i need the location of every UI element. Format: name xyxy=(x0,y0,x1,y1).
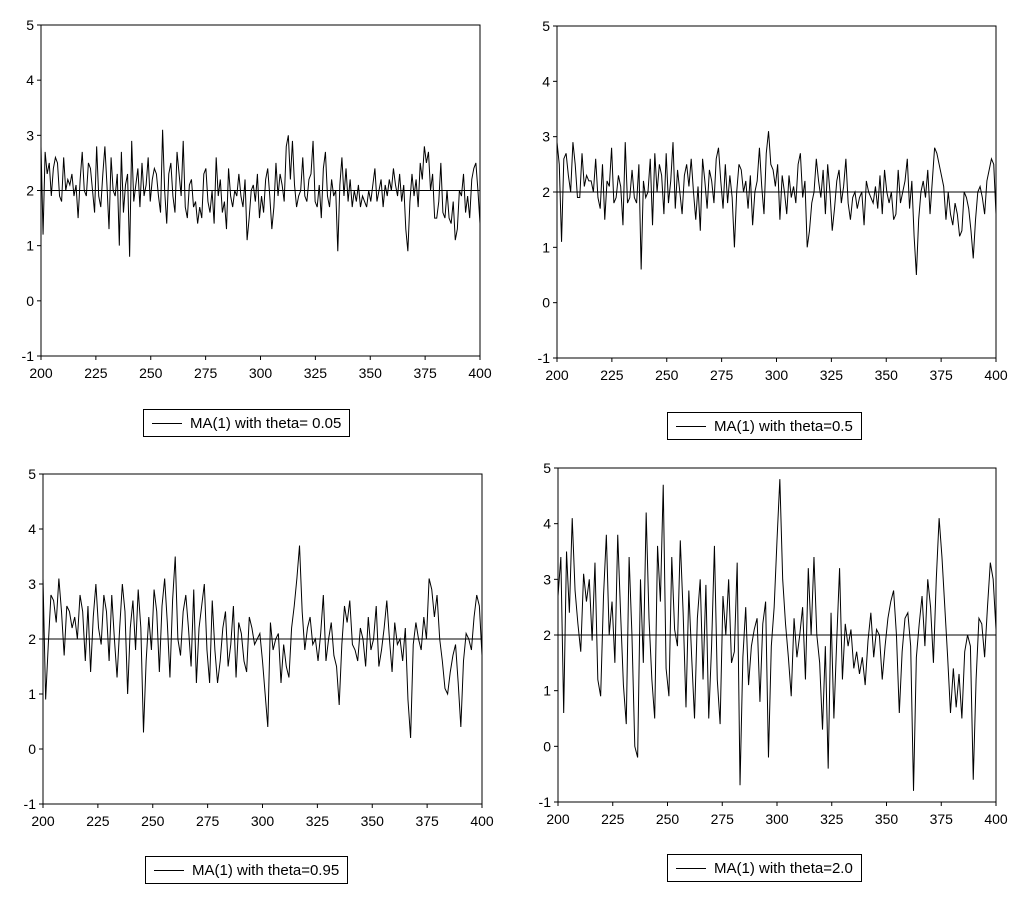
x-tick-label: 375 xyxy=(413,365,437,381)
y-tick-label: 0 xyxy=(542,295,550,311)
y-tick-label: 5 xyxy=(26,17,34,33)
legend-label: MA(1) with theta=0.95 xyxy=(192,861,340,879)
chart-3: -1 0 1 2 3 4 5 200 225 250 275 300 325 350 375 400 xyxy=(24,466,494,829)
x-tick-label: 300 xyxy=(765,811,789,827)
x-tick-label: 250 xyxy=(139,365,163,381)
x-tick-label: 325 xyxy=(820,811,844,827)
y-tick-label: -1 xyxy=(22,348,35,364)
x-tick-label: 325 xyxy=(306,813,330,829)
y-tick-label: 5 xyxy=(543,460,551,476)
x-tick-label: 350 xyxy=(361,813,385,829)
x-tick-label: 225 xyxy=(601,811,625,827)
x-tick-label: 375 xyxy=(929,367,953,383)
x-tick-label: 275 xyxy=(710,367,734,383)
y-tick-label: 3 xyxy=(26,127,34,143)
legend-line-swatch xyxy=(152,422,182,424)
x-tick-label: 250 xyxy=(141,813,165,829)
legend-box: MA(1) with theta=2.0 xyxy=(667,854,862,882)
series-line xyxy=(556,131,997,276)
y-tick-label: -1 xyxy=(538,350,551,366)
series-line xyxy=(40,129,481,257)
y-tick-label: 4 xyxy=(28,521,36,537)
x-tick-label: 225 xyxy=(600,367,624,383)
x-tick-label: 275 xyxy=(711,811,735,827)
y-tick-label: 2 xyxy=(28,631,36,647)
y-tick-label: 4 xyxy=(26,72,34,88)
y-tick-label: 2 xyxy=(542,184,550,200)
y-tick-label: 4 xyxy=(542,73,550,89)
legend-box: MA(1) with theta=0.95 xyxy=(145,856,349,884)
y-tick-label: 5 xyxy=(28,466,36,482)
chart-4: -1 0 1 2 3 4 5 200 225 250 275 300 325 350 375 400 xyxy=(539,460,1008,827)
x-tick-label: 300 xyxy=(251,813,275,829)
x-tick-label: 300 xyxy=(249,365,273,381)
x-tick-label: 400 xyxy=(470,813,494,829)
y-tick-label: 1 xyxy=(26,238,34,254)
series-line xyxy=(557,479,997,791)
legend-label: MA(1) with theta= 0.05 xyxy=(190,414,342,432)
x-tick-label: 200 xyxy=(545,367,569,383)
x-tick-label: 275 xyxy=(194,365,218,381)
chart-1: -1 0 1 2 3 4 5 200 225 250 275 300 325 350 375 400 xyxy=(22,17,492,381)
x-tick-label: 375 xyxy=(930,811,954,827)
y-tick-label: 3 xyxy=(542,129,550,145)
x-tick-label: 225 xyxy=(84,365,108,381)
y-tick-label: 0 xyxy=(26,293,34,309)
chart-panel-3: -1 0 1 2 3 4 5 200 225 250 275 300 325 350 375 400 MA(1… xyxy=(0,450,515,900)
chart-panel-4: -1 0 1 2 3 4 5 200 225 250 275 300 325 350 375 400 MA(1… xyxy=(515,450,1031,900)
y-tick-label: 0 xyxy=(543,738,551,754)
x-tick-label: 400 xyxy=(468,365,492,381)
chart-panel-1: -1 0 1 2 3 4 5 200 225 250 275 300 325 350 375 400 MA(1… xyxy=(0,0,515,450)
series-line xyxy=(42,545,483,739)
legend-line-swatch xyxy=(154,869,184,871)
y-tick-label: 2 xyxy=(543,627,551,643)
y-tick-label: 3 xyxy=(28,576,36,592)
y-tick-label: 5 xyxy=(542,18,550,34)
x-tick-label: 325 xyxy=(820,367,844,383)
y-tick-label: 2 xyxy=(26,183,34,199)
x-tick-label: 225 xyxy=(86,813,110,829)
legend-line-swatch xyxy=(676,425,706,427)
legend-label: MA(1) with theta=2.0 xyxy=(714,859,853,877)
legend-label: MA(1) with theta=0.5 xyxy=(714,417,853,435)
x-tick-label: 200 xyxy=(29,365,53,381)
y-tick-label: 3 xyxy=(543,571,551,587)
legend-box: MA(1) with theta=0.5 xyxy=(667,412,862,440)
y-tick-label: 1 xyxy=(543,683,551,699)
legend-box: MA(1) with theta= 0.05 xyxy=(143,409,351,437)
x-tick-label: 325 xyxy=(304,365,328,381)
x-tick-label: 250 xyxy=(655,367,679,383)
x-tick-label: 275 xyxy=(196,813,220,829)
y-tick-label: 0 xyxy=(28,741,36,757)
x-tick-label: 400 xyxy=(984,367,1008,383)
x-tick-label: 375 xyxy=(415,813,439,829)
x-tick-label: 400 xyxy=(984,811,1008,827)
y-tick-label: -1 xyxy=(539,794,552,810)
x-tick-label: 300 xyxy=(765,367,789,383)
y-tick-label: -1 xyxy=(24,796,37,812)
x-tick-label: 200 xyxy=(546,811,570,827)
x-tick-label: 350 xyxy=(359,365,383,381)
x-tick-label: 350 xyxy=(875,367,899,383)
x-tick-label: 200 xyxy=(31,813,55,829)
x-tick-label: 350 xyxy=(875,811,899,827)
y-tick-label: 1 xyxy=(542,239,550,255)
y-tick-label: 1 xyxy=(28,686,36,702)
legend-line-swatch xyxy=(676,867,706,869)
chart-panel-2: -1 0 1 2 3 4 5 200 225 250 275 300 325 350 375 400 MA(1… xyxy=(515,0,1031,450)
chart-2: -1 0 1 2 3 4 5 200 225 250 275 300 325 350 375 400 xyxy=(538,18,1008,383)
x-tick-label: 250 xyxy=(656,811,680,827)
y-tick-label: 4 xyxy=(543,516,551,532)
